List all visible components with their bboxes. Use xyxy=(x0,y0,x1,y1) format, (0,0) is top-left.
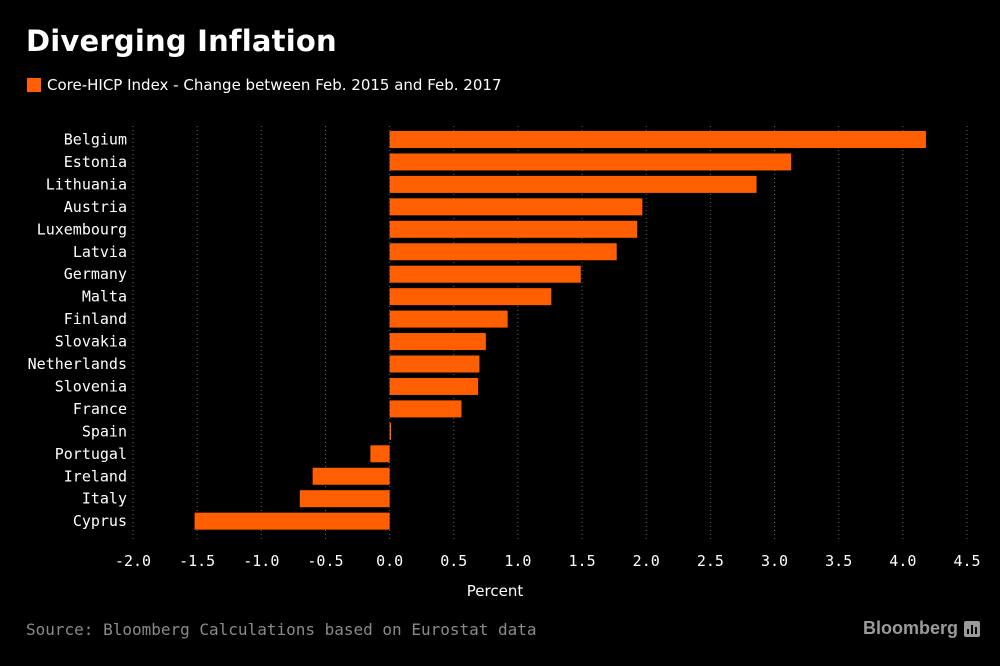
category-label: Slovakia xyxy=(55,333,127,351)
bar xyxy=(389,288,552,306)
bar xyxy=(389,377,479,395)
category-label: Portugal xyxy=(55,445,127,463)
category-label: Malta xyxy=(82,288,127,306)
bar xyxy=(389,265,581,283)
x-tick-label: 1.5 xyxy=(569,552,596,570)
category-label: France xyxy=(73,400,127,418)
x-tick-label: 4.5 xyxy=(953,552,980,570)
category-label: Latvia xyxy=(73,243,127,261)
category-label: Germany xyxy=(64,265,127,283)
brand: Bloomberg xyxy=(863,618,980,639)
legend-label: Core-HICP Index - Change between Feb. 20… xyxy=(47,76,502,94)
x-tick-label: 0.5 xyxy=(440,552,467,570)
bar xyxy=(389,355,480,373)
bar xyxy=(389,310,508,328)
legend: Core-HICP Index - Change between Feb. 20… xyxy=(27,76,501,94)
category-label: Cyprus xyxy=(73,512,127,530)
x-tick-label: -1.0 xyxy=(243,552,279,570)
x-tick-label: -1.5 xyxy=(179,552,215,570)
chart-title: Diverging Inflation xyxy=(26,24,337,58)
brand-logo-text: Bloomberg xyxy=(862,618,958,638)
category-label: Netherlands xyxy=(28,355,127,373)
bar xyxy=(389,400,462,418)
category-label: Spain xyxy=(82,422,127,440)
bar xyxy=(389,333,486,351)
bar xyxy=(389,243,617,261)
x-tick-label: 3.5 xyxy=(825,552,852,570)
legend-swatch xyxy=(27,78,41,92)
category-label: Ireland xyxy=(64,467,127,485)
x-tick-label: -2.0 xyxy=(115,552,151,570)
x-tick-label: 4.0 xyxy=(889,552,916,570)
x-tick-label: 2.0 xyxy=(633,552,660,570)
x-axis-title: Percent xyxy=(467,582,524,600)
x-tick-label: 3.0 xyxy=(761,552,788,570)
x-tick-label: 1.0 xyxy=(504,552,531,570)
category-label: Slovenia xyxy=(55,377,127,395)
x-tick-label: 0.0 xyxy=(376,552,403,570)
bar xyxy=(194,512,390,530)
x-tick-label: -0.5 xyxy=(307,552,343,570)
bar xyxy=(389,131,926,148)
bar xyxy=(389,422,392,440)
category-label: Belgium xyxy=(64,131,127,149)
bloomberg-icon xyxy=(964,620,980,637)
category-label: Austria xyxy=(64,198,127,216)
x-tick-label: 2.5 xyxy=(697,552,724,570)
bar xyxy=(389,175,757,193)
category-label: Luxembourg xyxy=(37,220,127,238)
bar xyxy=(389,220,638,238)
bar xyxy=(370,445,390,463)
category-label: Estonia xyxy=(64,153,127,171)
bar xyxy=(299,490,390,508)
bar xyxy=(312,467,390,485)
category-label: Italy xyxy=(82,490,127,508)
category-label: Lithuania xyxy=(46,175,127,193)
bar xyxy=(389,153,792,171)
bar xyxy=(389,198,643,216)
category-label: Finland xyxy=(64,310,127,328)
source-note: Source: Bloomberg Calculations based on … xyxy=(26,620,537,639)
